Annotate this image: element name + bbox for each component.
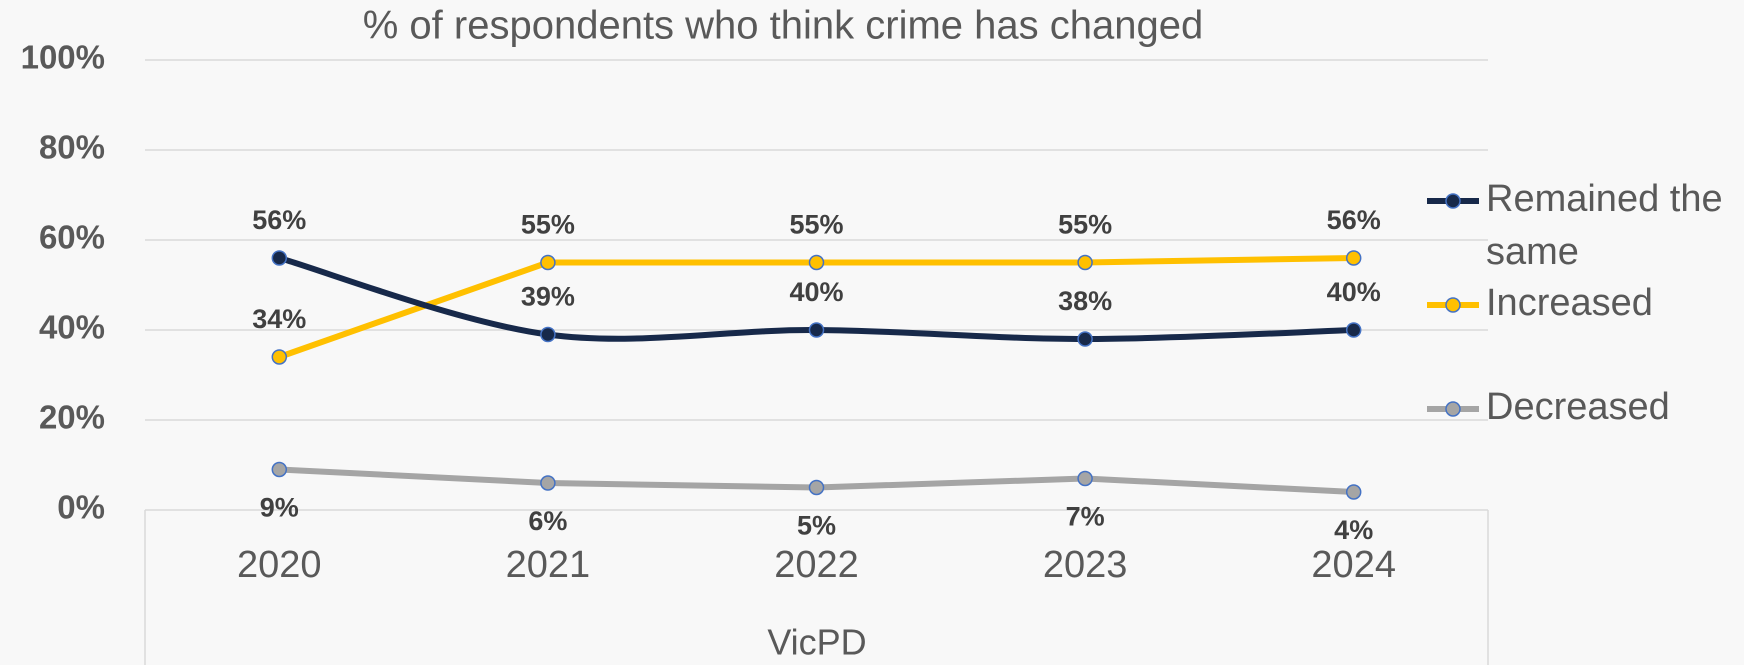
y-tick-label: 100% [21, 39, 105, 76]
data-label: 55% [789, 210, 843, 240]
x-tick-label: 2020 [237, 544, 322, 586]
data-label: 55% [521, 210, 575, 240]
x-tick-label: 2022 [774, 544, 859, 586]
marker [271, 461, 288, 478]
marker [1345, 322, 1362, 338]
data-label: 5% [797, 511, 836, 541]
chart-title: % of respondents who think crime has cha… [363, 4, 1204, 48]
data-label: 6% [528, 506, 567, 536]
marker [1345, 250, 1362, 266]
marker [1077, 331, 1093, 347]
legend-marker [1445, 297, 1461, 313]
marker [1345, 484, 1362, 500]
data-label: 55% [1058, 210, 1112, 240]
marker [808, 254, 825, 271]
legend-label: Decreased [1486, 386, 1670, 428]
y-tick-label: 80% [39, 129, 105, 166]
marker [540, 475, 556, 491]
data-label: 39% [521, 282, 575, 312]
x-tick-label: 2021 [506, 544, 591, 586]
legend-label: Remained the same [1486, 178, 1723, 273]
data-label: 7% [1066, 502, 1105, 532]
y-tick-label: 0% [57, 489, 105, 526]
y-tick-label: 40% [39, 309, 105, 346]
marker [1077, 254, 1093, 271]
data-label: 40% [1327, 277, 1381, 307]
marker [540, 254, 556, 271]
legend-marker [1445, 193, 1461, 209]
legend-label: Increased [1486, 282, 1653, 324]
marker [808, 322, 825, 338]
legend-marker [1445, 401, 1461, 417]
marker [271, 250, 288, 266]
marker [1077, 470, 1093, 487]
x-axis-title: VicPD [767, 622, 866, 663]
data-label: 56% [1327, 205, 1381, 235]
data-label: 38% [1058, 286, 1112, 316]
y-tick-label: 60% [39, 219, 105, 256]
marker [271, 349, 288, 365]
data-label: 9% [260, 493, 299, 523]
data-label: 34% [252, 304, 306, 334]
x-tick-label: 2023 [1043, 544, 1128, 586]
data-label: 4% [1334, 515, 1373, 545]
data-label: 40% [789, 277, 843, 307]
x-tick-label: 2024 [1311, 544, 1396, 586]
marker [540, 326, 556, 343]
data-label: 56% [252, 205, 306, 235]
marker [808, 479, 825, 496]
y-tick-label: 20% [39, 399, 105, 436]
